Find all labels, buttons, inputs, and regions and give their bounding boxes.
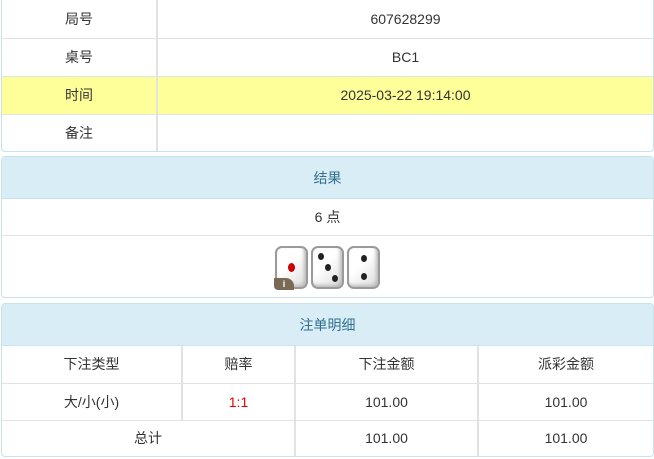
info-badge-icon[interactable]: i bbox=[274, 277, 294, 290]
bet-details-table: 下注类型 赔率 下注金额 派彩金额 大/小(小) 1:1 101.00 101.… bbox=[2, 346, 653, 456]
total-payout: 101.00 bbox=[544, 430, 588, 447]
die-3-icon bbox=[311, 245, 344, 289]
remark bbox=[157, 114, 653, 151]
table-row: 大/小(小) 1:1 101.00 101.00 bbox=[2, 383, 653, 421]
row-time: 时间 2025-03-22 19:14:00 bbox=[2, 76, 653, 115]
time: 2025-03-22 19:14:00 bbox=[157, 76, 653, 115]
round-id: 607628299 bbox=[157, 0, 653, 39]
col-payout: 派彩金额 bbox=[478, 346, 653, 384]
dice-row: i bbox=[2, 236, 653, 297]
odds: 1:1 bbox=[182, 383, 296, 421]
col-bet-amount: 下注金额 bbox=[295, 346, 479, 384]
row-remark: 备注 bbox=[2, 114, 653, 151]
label: 桌号 bbox=[2, 38, 158, 77]
round-info-table: 局号 607628299 桌号 BC1 时间 2025-03-22 19:14:00 … bbox=[2, 0, 653, 151]
col-bet-type: 下注类型 bbox=[2, 346, 183, 384]
bet-amount: 101.00 bbox=[295, 383, 479, 421]
bet-type: 大/小(小) bbox=[2, 383, 183, 421]
result-points: 6 点 bbox=[2, 199, 653, 236]
table-id: BC1 bbox=[157, 38, 653, 77]
col-odds: 赔率 bbox=[182, 346, 296, 384]
total-label: 总计 bbox=[2, 420, 296, 456]
label: 局号 bbox=[2, 0, 158, 39]
total-row: 总计 101.00 101.00 bbox=[2, 420, 653, 456]
payout: 101.00 bbox=[478, 383, 653, 421]
bet-details-panel: 注单明细 下注类型 赔率 下注金额 派彩金额 大/小(小) 1:1 101.00… bbox=[1, 303, 654, 457]
die-1-icon: i bbox=[274, 245, 308, 290]
total-amount: 101.00 bbox=[295, 420, 479, 456]
bet-details-title: 注单明细 bbox=[2, 304, 653, 346]
round-info-panel: 局号 607628299 桌号 BC1 时间 2025-03-22 19:14:00 … bbox=[1, 0, 654, 152]
result-panel: 结果 6 点 i bbox=[1, 156, 654, 298]
label: 备注 bbox=[2, 114, 158, 151]
die-2-icon bbox=[347, 245, 380, 289]
header-row: 下注类型 赔率 下注金额 派彩金额 bbox=[2, 346, 653, 384]
row-table-id: 桌号 BC1 bbox=[2, 38, 653, 77]
label: 时间 bbox=[2, 76, 158, 115]
row-round-id: 局号 607628299 bbox=[2, 0, 653, 39]
result-title: 结果 bbox=[2, 157, 653, 199]
